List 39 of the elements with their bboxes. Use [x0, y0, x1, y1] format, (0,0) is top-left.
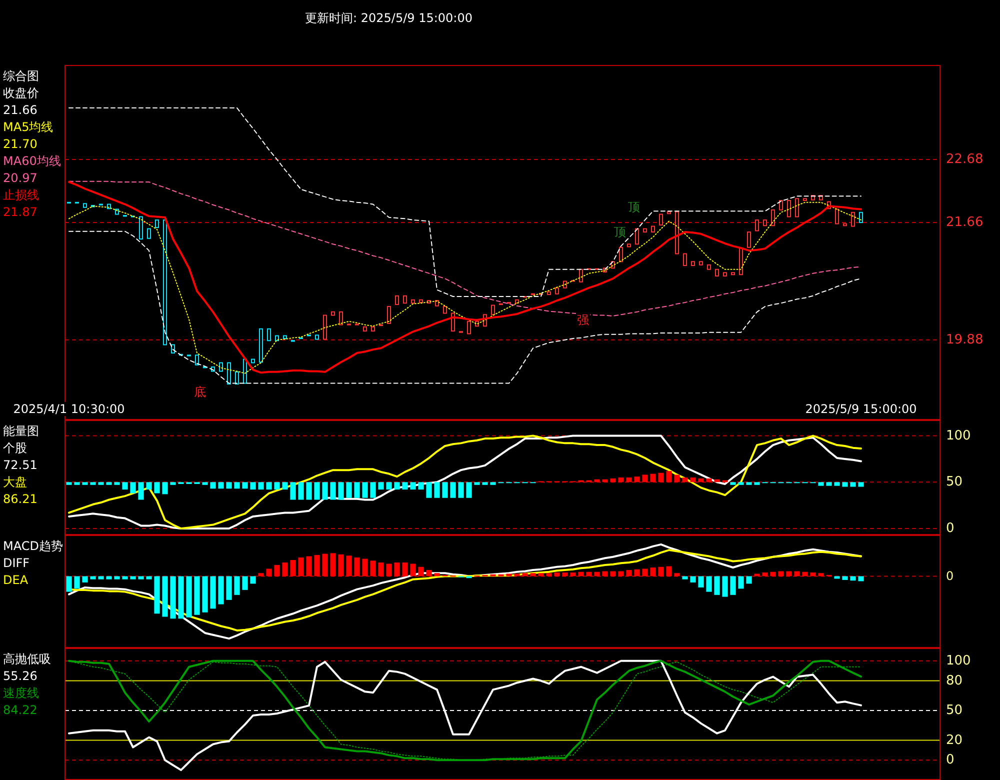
y-tick-label: 0 [946, 521, 954, 536]
chart-subtitle: 更新时间: 2025/5/9 15:00:00 [305, 11, 472, 25]
text: 84.22 [3, 703, 38, 717]
text: 86.21 [3, 492, 38, 506]
x-tick-label: 2025/4/1 10:30:00 [13, 402, 125, 416]
text: 21.66 [3, 103, 38, 117]
y-tick-label: 100 [946, 653, 971, 668]
y-tick-label: 50 [946, 474, 963, 490]
text: 大盘 [3, 475, 27, 489]
x-tick-label: 2025/5/9 15:00:00 [805, 402, 917, 416]
text: 止损线 [3, 188, 39, 202]
chart-title: 综合图 [3, 69, 39, 83]
text: 收盘价 [3, 86, 39, 100]
annotation: 强 [577, 313, 589, 327]
y-tick-label: 20 [946, 732, 963, 748]
text: DEA [3, 573, 29, 587]
annotation: 顶 [614, 225, 626, 239]
series-label: MA60均线 [3, 154, 61, 168]
chart-title: 能量图 [3, 424, 39, 438]
y-tick-label: 22.68 [946, 152, 984, 167]
text: 个股 [3, 441, 27, 455]
chart-title: MACD趋势 [3, 539, 63, 553]
text: 21.70 [3, 137, 38, 151]
text: 20.97 [3, 171, 38, 185]
text: 72.51 [3, 458, 38, 472]
y-tick-label: 100 [946, 428, 971, 444]
y-tick-label: 50 [946, 703, 963, 718]
y-tick-label: 0 [946, 752, 954, 768]
text: 速度线 [3, 686, 39, 700]
text: 21.87 [3, 205, 38, 219]
text: DIFF [3, 556, 30, 570]
y-tick-label: 80 [946, 673, 963, 688]
text: MA5均线 [3, 120, 54, 134]
text: 高抛低吸 [3, 652, 51, 666]
annotation: 底 [194, 385, 206, 399]
annotation: 顶 [628, 200, 640, 214]
y-tick-label: 19.88 [946, 332, 984, 348]
y-tick-label: 21.66 [946, 214, 984, 230]
text: 55.26 [3, 669, 38, 683]
